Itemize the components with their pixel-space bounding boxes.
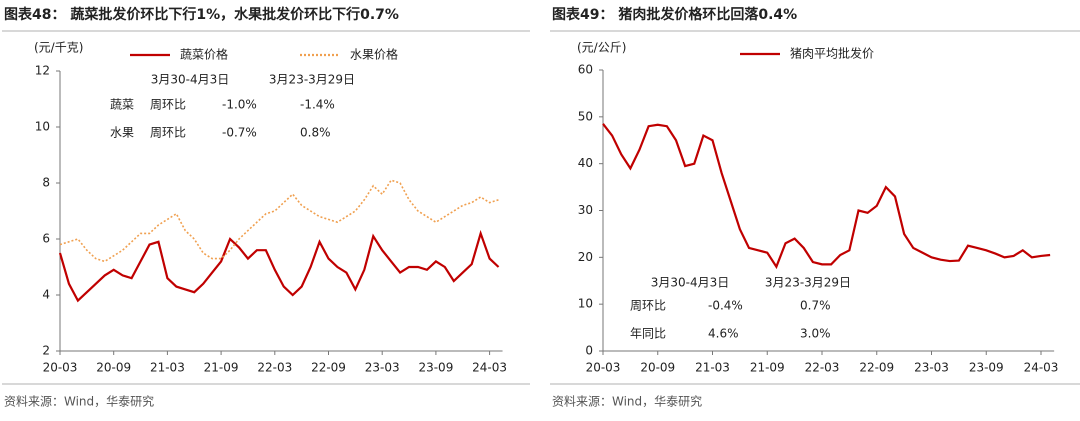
y-tick-label: 4	[42, 288, 50, 302]
y-tick-label: 12	[35, 64, 50, 78]
x-tick-label: 23-03	[914, 361, 949, 375]
table-cell: 周环比	[150, 98, 186, 112]
y-tick-label: 0	[585, 344, 593, 358]
table-cell: 3.0%	[800, 327, 831, 341]
y-tick-label: 50	[578, 109, 593, 123]
table-header: 3月23-3月29日	[765, 276, 851, 290]
x-tick-label: 20-09	[96, 361, 131, 375]
table-cell: 周环比	[150, 126, 186, 140]
table-cell: 年同比	[630, 327, 666, 341]
series-line	[59, 179, 499, 263]
table-cell: -0.4%	[708, 299, 743, 313]
y-tick-label: 10	[35, 120, 50, 134]
table-cell: 0.7%	[800, 299, 831, 313]
chart-title: 图表48： 蔬菜批发价环比下行1%，水果批发价环比下行0.7%	[4, 6, 399, 23]
x-tick-label: 22-09	[859, 361, 894, 375]
y-axis-label: (元/公斤)	[577, 41, 626, 55]
x-tick-label: 20-03	[586, 361, 621, 375]
x-tick-label: 24-03	[1024, 361, 1059, 375]
x-tick-label: 22-03	[805, 361, 840, 375]
x-tick-label: 20-03	[43, 361, 78, 375]
x-tick-label: 23-09	[418, 361, 453, 375]
x-tick-label: 21-03	[150, 361, 185, 375]
x-tick-label: 23-03	[365, 361, 400, 375]
x-tick-label: 22-09	[311, 361, 346, 375]
table-header: 3月30-4月3日	[151, 73, 230, 87]
x-tick-label: 22-03	[257, 361, 292, 375]
x-tick-label: 20-09	[640, 361, 675, 375]
table-cell: 水果	[110, 126, 134, 140]
table-header: 3月23-3月29日	[269, 73, 355, 87]
legend-label: 猪肉平均批发价	[790, 46, 874, 61]
chart-title: 图表49： 猪肉批发价格环比回落0.4%	[552, 6, 797, 23]
table-cell: 0.8%	[300, 126, 331, 140]
table-cell: -0.7%	[222, 126, 257, 140]
table-cell: -1.4%	[300, 98, 335, 112]
y-tick-label: 60	[578, 63, 593, 77]
y-tick-label: 8	[42, 176, 50, 190]
y-tick-label: 40	[578, 156, 593, 170]
table-cell: 4.6%	[708, 327, 739, 341]
source: 资料来源：Wind，华泰研究	[552, 394, 702, 409]
x-tick-label: 23-09	[969, 361, 1004, 375]
table-header: 3月30-4月3日	[651, 276, 730, 290]
x-tick-label: 21-09	[204, 361, 239, 375]
table-cell: 周环比	[630, 299, 666, 313]
table-cell: -1.0%	[222, 98, 257, 112]
y-tick-label: 2	[42, 344, 50, 358]
series-line	[58, 229, 500, 303]
y-tick-label: 20	[578, 250, 593, 264]
x-tick-label: 21-09	[750, 361, 785, 375]
legend-label: 蔬菜价格	[180, 47, 228, 62]
table-cell: 蔬菜	[110, 98, 134, 112]
y-axis-label: (元/千克)	[34, 41, 83, 55]
series-line	[602, 123, 1051, 270]
x-tick-label: 24-03	[472, 361, 507, 375]
x-tick-label: 21-03	[695, 361, 730, 375]
legend-label: 水果价格	[350, 47, 398, 62]
y-tick-label: 10	[578, 297, 593, 311]
y-tick-label: 30	[578, 203, 593, 217]
y-tick-label: 6	[42, 232, 50, 246]
source: 资料来源：Wind，华泰研究	[4, 394, 154, 409]
